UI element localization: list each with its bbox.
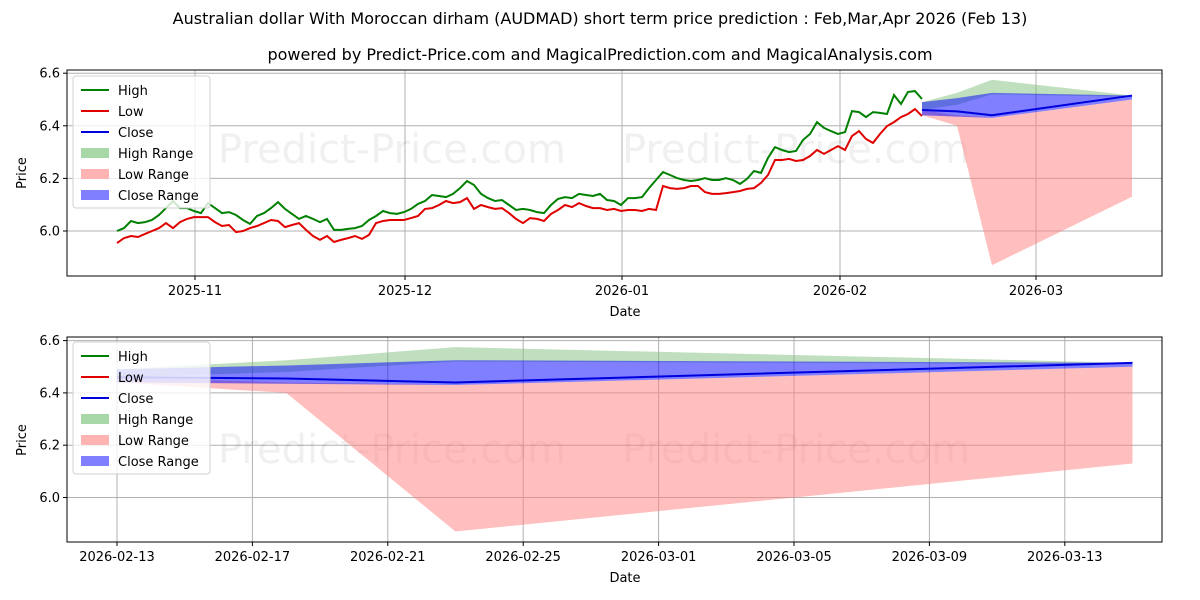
top-low-line xyxy=(116,107,923,244)
high-range-band xyxy=(117,347,1133,378)
legend-label: High xyxy=(118,84,148,99)
close-range-band xyxy=(117,360,1133,386)
legend-patch-swatch xyxy=(81,456,109,466)
legend-label: High Range xyxy=(118,147,193,162)
bottom-forecast-ranges xyxy=(117,347,1133,532)
bottom-x-axis-label: Date xyxy=(609,571,640,586)
y-tick-label: 6.2 xyxy=(39,439,60,454)
legend-label: Low xyxy=(118,371,144,386)
x-tick-label: 2026-02-17 xyxy=(215,550,291,565)
x-tick-label: 2026-03-09 xyxy=(892,550,968,565)
legend-label: Close xyxy=(118,392,153,407)
bottom-x-axis: 2026-02-13 2026-02-17 2026-02-21 2026-02-25… xyxy=(79,542,1103,565)
top-chart: Predict-Price.com Predict-Price.com 6.06… xyxy=(15,67,1163,320)
bottom-legend: High Low Close High Range Low Range Close Ran… xyxy=(72,341,211,475)
top-watermark-1: Predict-Price.com xyxy=(218,127,566,173)
bottom-y-axis-label: Price xyxy=(15,424,30,456)
legend-label: Close xyxy=(118,126,153,141)
y-tick-label: 6.0 xyxy=(39,491,60,506)
y-tick-label: 6.6 xyxy=(39,67,60,82)
top-forecast-ranges xyxy=(922,79,1132,266)
x-tick-label: 2026-02-13 xyxy=(79,550,155,565)
bottom-chart: Predict-Price.com Predict-Price.com 6.06… xyxy=(15,334,1163,586)
legend-patch-swatch xyxy=(81,435,109,445)
top-y-axis-label: Price xyxy=(15,157,30,189)
legend-label: High Range xyxy=(118,413,193,428)
x-tick-label: 2025-12 xyxy=(378,284,432,299)
x-tick-label: 2026-02-25 xyxy=(485,550,561,565)
legend-patch-swatch xyxy=(81,169,109,179)
y-tick-label: 6.2 xyxy=(39,172,60,187)
top-plot-frame xyxy=(66,69,1163,277)
legend-patch-swatch xyxy=(81,190,109,200)
top-high-line xyxy=(116,90,923,232)
top-y-axis: 6.0 6.2 6.4 6.6 xyxy=(39,67,67,240)
x-tick-label: 2026-03-01 xyxy=(621,550,697,565)
x-tick-label: 2026-01 xyxy=(595,284,649,299)
x-tick-label: 2026-03-13 xyxy=(1027,550,1103,565)
chart-subtitle: powered by Predict-Price.com and Magical… xyxy=(267,45,933,64)
legend-label: Low Range xyxy=(118,168,189,183)
y-tick-label: 6.4 xyxy=(39,386,60,401)
legend-patch-swatch xyxy=(81,414,109,424)
x-tick-label: 2026-02 xyxy=(813,284,867,299)
y-tick-label: 6.4 xyxy=(39,119,60,134)
legend-patch-swatch xyxy=(81,148,109,158)
bottom-plot-frame xyxy=(66,336,1163,543)
low-range-band xyxy=(117,366,1133,532)
x-tick-label: 2025-11 xyxy=(168,284,222,299)
y-tick-label: 6.0 xyxy=(39,225,60,240)
y-tick-label: 6.6 xyxy=(39,334,60,349)
top-x-axis-label: Date xyxy=(609,305,640,320)
legend-label: Low xyxy=(118,105,144,120)
close-range-band xyxy=(922,92,1132,118)
x-tick-label: 2026-03 xyxy=(1009,284,1063,299)
legend-label: Low Range xyxy=(118,434,189,449)
chart-title: Australian dollar With Moroccan dirham (… xyxy=(172,9,1028,28)
x-tick-label: 2026-02-21 xyxy=(350,550,426,565)
top-grid xyxy=(67,70,1162,276)
top-close-line xyxy=(921,94,1133,117)
top-legend: High Low Close High Range Low Range Close Ran… xyxy=(72,75,211,209)
top-x-axis: 2025-11 2025-12 2026-01 2026-02 2026-03 xyxy=(168,276,1063,299)
bottom-y-axis: 6.0 6.2 6.4 6.6 xyxy=(39,334,67,506)
low-range-band xyxy=(922,99,1132,266)
legend-label: High xyxy=(118,350,148,365)
legend-label: Close Range xyxy=(118,189,199,204)
legend-label: Close Range xyxy=(118,455,199,470)
x-tick-label: 2026-03-05 xyxy=(756,550,832,565)
